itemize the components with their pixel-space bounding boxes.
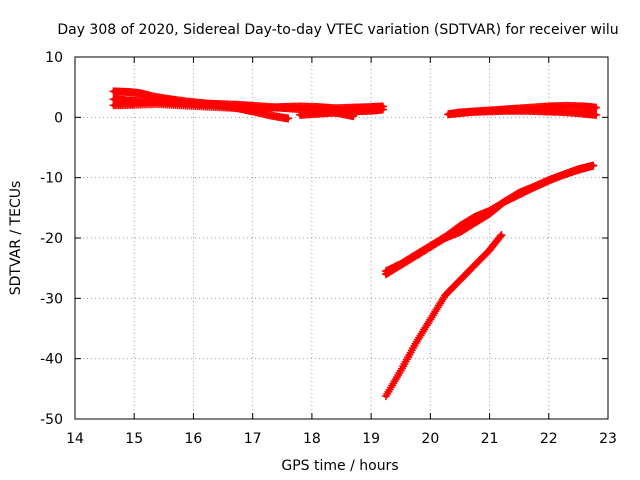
x-tick-label: 19 — [362, 431, 380, 447]
y-tick-label: 10 — [45, 50, 63, 66]
y-tick-label: -30 — [40, 291, 63, 307]
data-point-marker — [497, 230, 506, 239]
data-point-marker — [496, 232, 505, 241]
data-point-marker — [378, 105, 387, 114]
x-tick-label: 15 — [125, 431, 143, 447]
ticks: 14 15 16 17 18 19 20 21 22 23 10 0 -10 -20 -30 -40 -50 — [40, 50, 617, 447]
x-tick-label: 18 — [303, 431, 321, 447]
x-tick-label: 14 — [66, 431, 84, 447]
x-tick-label: 17 — [244, 431, 262, 447]
x-axis-title: GPS time / hours — [281, 458, 398, 474]
data-series — [296, 105, 387, 119]
x-tick-label: 16 — [185, 431, 203, 447]
x-tick-label: 23 — [599, 431, 617, 447]
chart-title: Day 308 of 2020, Sidereal Day-to-day VTE… — [57, 22, 618, 38]
x-tick-label: 20 — [421, 431, 439, 447]
data-point-marker — [592, 110, 601, 119]
y-tick-label: -10 — [40, 171, 63, 187]
y-tick-label: 0 — [54, 110, 63, 126]
x-tick-label: 22 — [540, 431, 558, 447]
data-point-marker — [589, 161, 598, 170]
series-group — [109, 87, 601, 401]
x-tick-label: 21 — [481, 431, 499, 447]
data-series — [381, 230, 506, 401]
data-series — [381, 161, 598, 279]
data-point-marker — [592, 103, 601, 112]
data-point-marker — [284, 114, 293, 123]
data-series — [450, 106, 601, 119]
y-tick-label: -50 — [40, 412, 63, 428]
y-tick-label: -40 — [40, 352, 63, 368]
y-tick-label: -20 — [40, 231, 63, 247]
y-axis-title: SDTVAR / TECUs — [8, 181, 24, 296]
